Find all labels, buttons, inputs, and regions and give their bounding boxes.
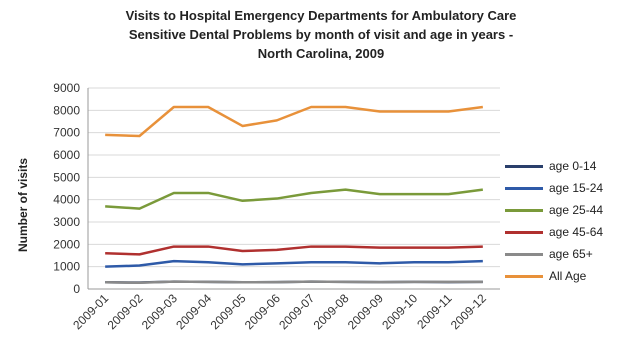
chart-title: Visits to Hospital Emergency Departments… [0,6,642,63]
x-tick-label: 2009-12 [448,291,489,332]
y-tick-label: 4000 [53,193,80,207]
chart-title-line-2: Sensitive Dental Problems by month of vi… [128,27,514,42]
x-tick-label: 2009-08 [311,291,352,332]
x-tick-label: 2009-05 [208,291,249,332]
x-tick-label: 2009-11 [414,291,455,332]
y-tick-label: 2000 [53,237,80,251]
x-tick-label: 2009-02 [105,291,146,332]
legend-item: All Age [505,267,586,285]
legend-swatch [505,230,543,234]
x-tick-label: 2009-10 [379,291,420,332]
y-tick-label: 3000 [53,215,80,229]
y-tick-label: 9000 [53,81,80,95]
legend-label: age 0-14 [549,159,597,173]
x-tick-label: 2009-07 [276,291,317,332]
y-tick-label: 1000 [53,260,80,274]
series-line-age-65- [105,280,483,284]
legend-label: age 25-44 [549,203,604,217]
legend-swatch [505,208,543,212]
series-line-age-15-24 [105,259,483,268]
x-tick-label: 2009-09 [345,291,386,332]
legend-item: age 65+ [505,245,593,263]
legend-item: age 0-14 [505,157,596,175]
series-line-all-age [105,105,483,138]
x-tick-label: 2009-03 [139,291,180,332]
legend-label: age 45-64 [549,225,604,239]
x-tick-label: 2009-06 [242,291,283,332]
legend-label: All Age [549,269,587,283]
x-tick-label: 2009-01 [70,291,111,332]
legend-label: age 65+ [549,247,593,261]
y-tick-label: 0 [73,282,80,296]
series-line-age-25-44 [105,188,483,210]
series-line-age-45-64 [105,245,483,256]
legend-item: age 45-64 [505,223,603,241]
legend-swatch [505,252,543,256]
y-tick-label: 5000 [53,170,80,184]
legend-swatch [505,186,543,190]
legend-item: age 15-24 [505,179,603,197]
legend-label: age 15-24 [549,181,604,195]
x-tick-label: 2009-04 [173,291,214,332]
legend-swatch [505,274,543,278]
y-tick-label: 8000 [53,103,80,117]
legend-item: age 25-44 [505,201,603,219]
chart-title-line-3: North Carolina, 2009 [257,46,385,61]
chart-title-line-1: Visits to Hospital Emergency Departments… [125,8,517,23]
y-tick-label: 6000 [53,148,80,162]
legend-swatch [505,164,543,168]
y-tick-label: 7000 [53,126,80,140]
